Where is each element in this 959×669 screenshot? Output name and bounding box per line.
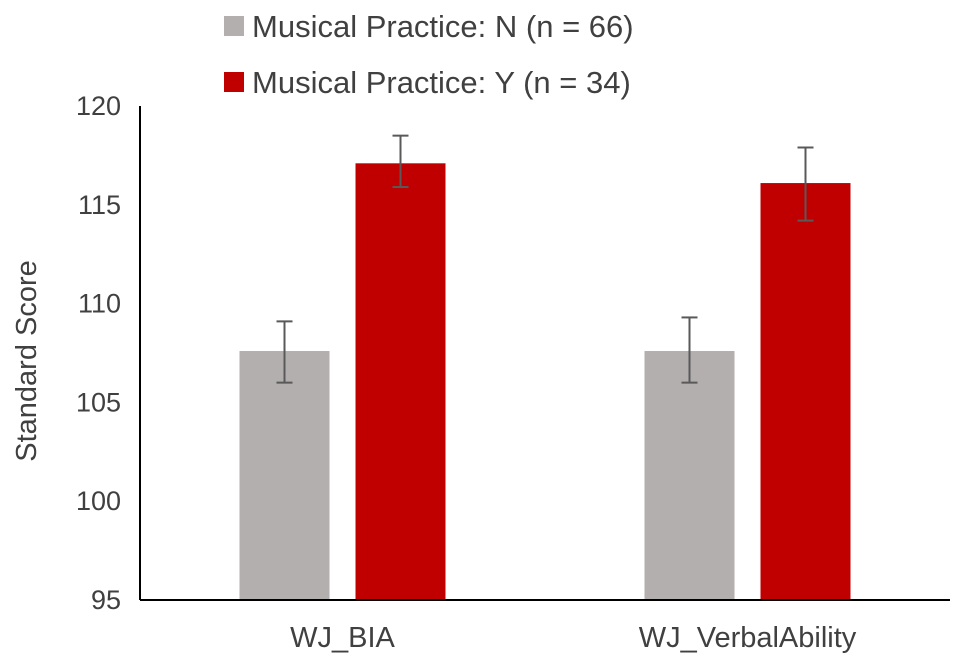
y-tick-label: 120 xyxy=(76,91,121,121)
y-tick-label: 115 xyxy=(78,190,121,220)
legend-label-1: Musical Practice: Y (n = 34) xyxy=(252,65,631,100)
x-axis-category-labels: WJ_BIA WJ_VerbalAbility xyxy=(290,622,857,654)
y-axis-title: Standard Score xyxy=(11,260,43,462)
y-tick-label: 95 xyxy=(91,585,121,615)
bar-1-0 xyxy=(644,351,735,600)
x-category-label: WJ_BIA xyxy=(290,622,395,654)
legend-swatch-0 xyxy=(224,16,244,36)
bar-0-1 xyxy=(355,163,446,600)
error-bars xyxy=(276,134,814,384)
x-category-label: WJ_VerbalAbility xyxy=(639,622,857,654)
y-tick-label: 100 xyxy=(76,486,121,516)
legend: Musical Practice: N (n = 66) Musical Prac… xyxy=(224,9,634,100)
legend-label-0: Musical Practice: N (n = 66) xyxy=(252,9,634,44)
y-tick-label: 110 xyxy=(78,289,121,319)
bar-0-0 xyxy=(239,351,330,600)
bar-1-1 xyxy=(760,183,851,600)
bars xyxy=(239,163,851,600)
y-axis-ticks: 95 100 105 110 115 120 xyxy=(76,91,121,615)
y-tick-label: 105 xyxy=(76,387,121,417)
legend-swatch-1 xyxy=(224,72,244,92)
